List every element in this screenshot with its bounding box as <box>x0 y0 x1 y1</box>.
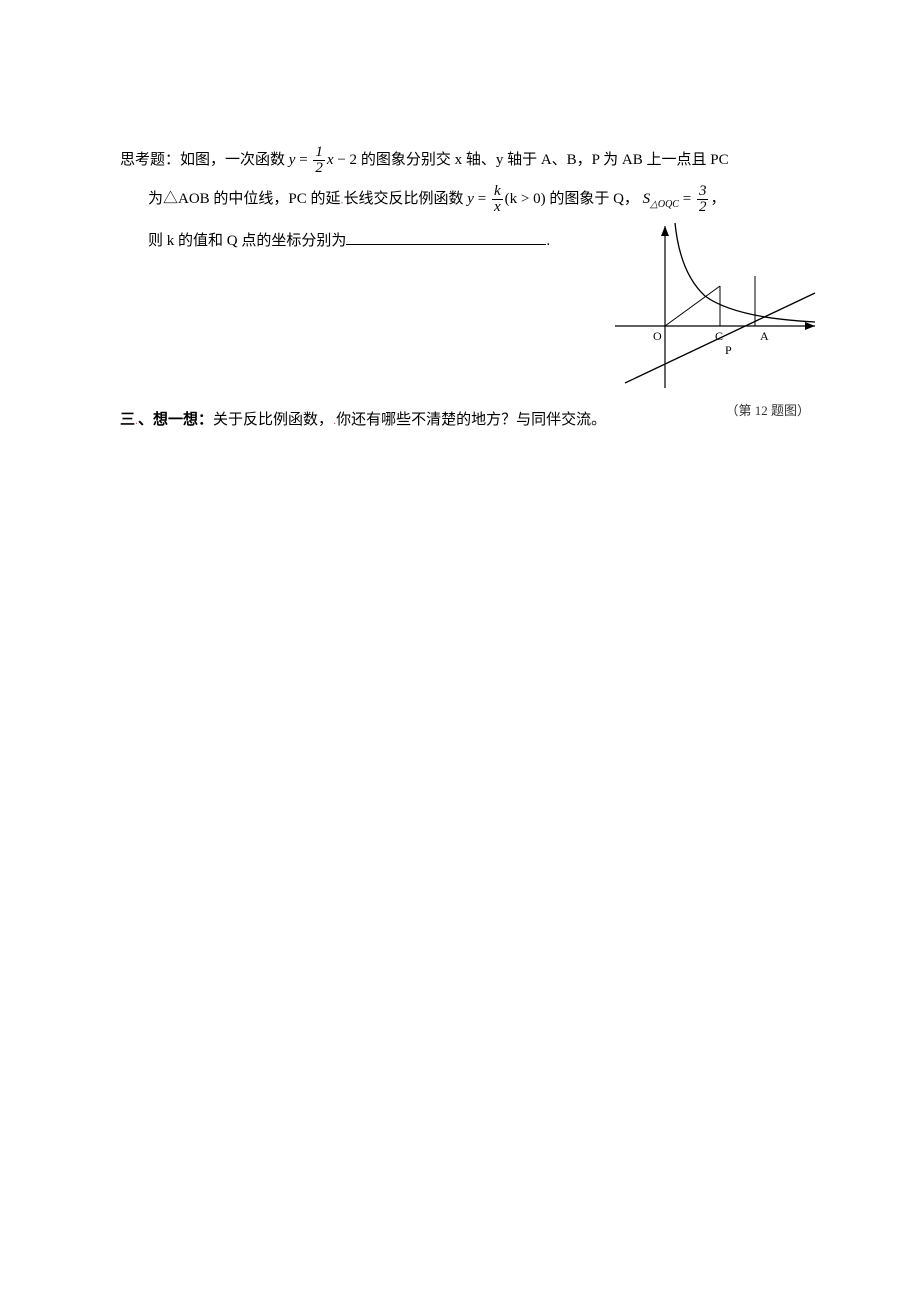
eq3-sub: △OQC <box>650 199 679 210</box>
eq1-den: 2 <box>313 160 325 176</box>
label-P: P <box>725 343 732 357</box>
section-3: 三.、想一想：关于反比例函数，.你还有哪些不清楚的地方？与同伴交流。 <box>120 408 606 429</box>
section3-text-b: 你还有哪些不清楚的地方？与同伴交流。 <box>336 412 606 428</box>
text-mid2: 的图象于 Q， <box>549 191 639 207</box>
text-after-eq1: 的图象分别交 x 轴、y 轴于 A、B，P 为 AB 上一点且 PC <box>361 152 729 168</box>
eq2-y: y <box>467 191 474 207</box>
x-axis-arrow <box>805 322 815 330</box>
answer-blank <box>346 231 546 245</box>
label-A: A <box>760 329 769 343</box>
section3-title: 想一想： <box>153 412 213 428</box>
eq2-cond: (k > 0) <box>505 191 546 207</box>
line3-period: . <box>546 233 550 249</box>
section3-text-a: 关于反比例函数， <box>213 412 333 428</box>
eq3-den: 2 <box>697 199 709 215</box>
eq3-comma: ， <box>710 191 725 207</box>
line2-b: 长线交反比例函数 <box>344 191 464 207</box>
problem-label: 思考题： <box>120 152 180 168</box>
oq-line <box>665 286 720 326</box>
text-before-eq1: 如图，一次函数 <box>180 152 285 168</box>
eq1-x: x <box>327 152 334 168</box>
diagram-caption: （第 12 题图） <box>725 400 810 419</box>
eq2-den: x <box>492 199 503 215</box>
problem-line-1: 思考题：如图，一次函数 y = 12x − 2 的图象分别交 x 轴、y 轴于 … <box>120 145 840 176</box>
problem-line-2: 为△AOB 的中位线，PC 的延.长线交反比例函数 y = kx(k > 0) … <box>120 184 840 219</box>
eq1-minus: − 2 <box>334 152 357 168</box>
eq3-num: 3 <box>697 184 709 199</box>
y-axis-arrow <box>661 226 669 236</box>
eq1-fraction: 12 <box>313 145 325 176</box>
diagram: O C A P <box>605 218 825 393</box>
line3-text: 则 k 的值和 Q 点的坐标分别为 <box>148 233 346 249</box>
section3-num: 三 <box>120 412 135 428</box>
label-O: O <box>653 329 662 343</box>
diagram-svg: O C A P <box>605 218 825 393</box>
eq1-num: 1 <box>313 145 325 160</box>
line2-a: 为△AOB 的中位线，PC 的延 <box>148 191 341 207</box>
eq1-equals: = <box>295 152 311 168</box>
hyperbola-curve <box>675 223 815 322</box>
eq3-equals: = <box>679 191 695 207</box>
eq3-fraction: 32 <box>697 184 709 215</box>
label-C: C <box>715 329 723 343</box>
section3-sep: 、 <box>138 412 153 428</box>
eq2-fraction: kx <box>492 184 503 215</box>
eq2-equals: = <box>474 191 490 207</box>
eq2-num: k <box>492 184 503 199</box>
